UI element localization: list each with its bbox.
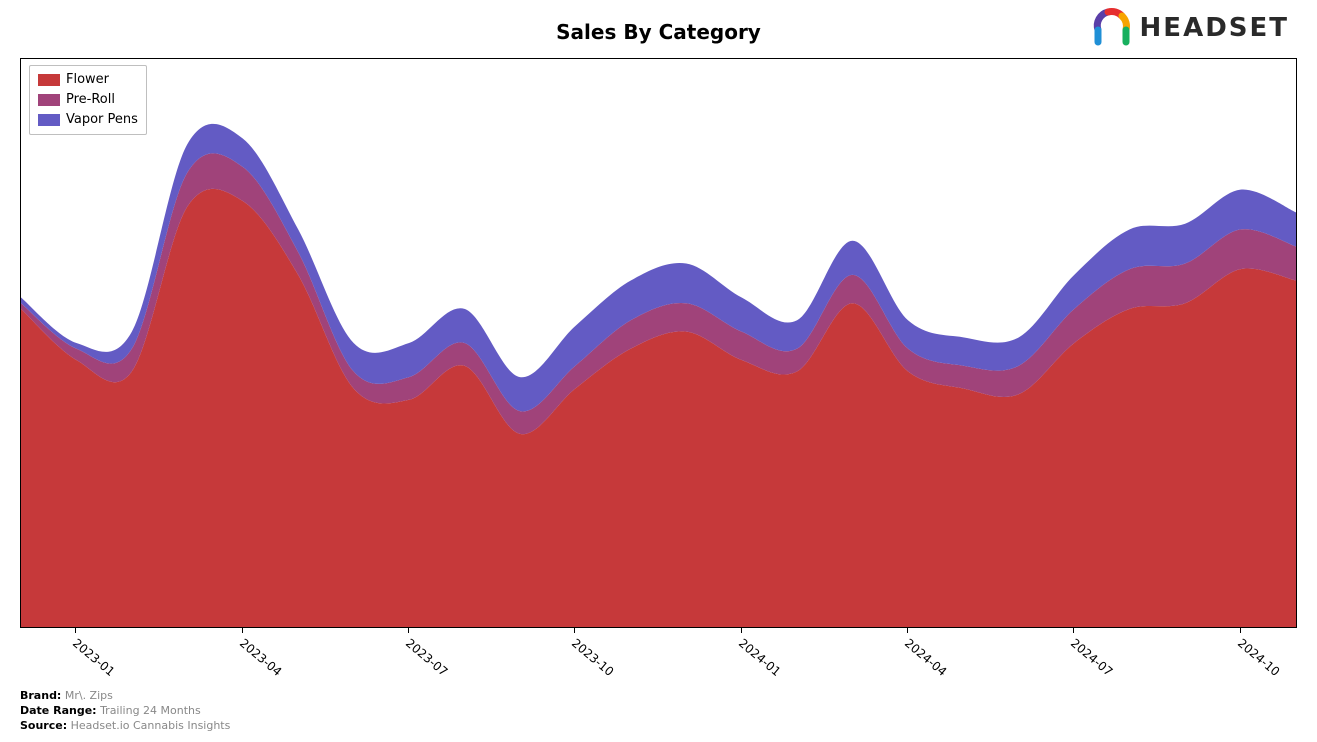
legend-label: Vapor Pens: [66, 110, 138, 130]
xtick-label: 2024-04: [902, 636, 949, 679]
footer-source-value: Headset.io Cannabis Insights: [71, 719, 231, 732]
xtick-label: 2023-07: [403, 636, 450, 679]
plot-area: FlowerPre-RollVapor Pens: [20, 58, 1297, 628]
footer-brand-label: Brand:: [20, 689, 61, 702]
chart-footer: Brand: Mr\. Zips Date Range: Trailing 24…: [20, 688, 230, 733]
footer-brand-value: Mr\. Zips: [65, 689, 113, 702]
headset-logo-icon: [1092, 6, 1132, 50]
xtick-label: 2024-10: [1235, 636, 1282, 679]
footer-source-label: Source:: [20, 719, 67, 732]
x-axis: 2023-01 2023-04 2023-07 2023-10 2024-01 2024-…: [20, 628, 1297, 678]
footer-date-range-value: Trailing 24 Months: [100, 704, 201, 717]
xtick-label: 2023-04: [237, 636, 284, 679]
xtick-mark: [741, 628, 742, 633]
legend-item-vapor-pens: Vapor Pens: [38, 110, 138, 130]
legend-swatch: [38, 114, 60, 126]
xtick-mark: [75, 628, 76, 633]
footer-brand: Brand: Mr\. Zips: [20, 688, 230, 703]
legend-swatch: [38, 94, 60, 106]
legend-item-pre-roll: Pre-Roll: [38, 90, 138, 110]
brand-logo-text: HEADSET: [1140, 13, 1289, 43]
footer-date-range: Date Range: Trailing 24 Months: [20, 703, 230, 718]
xtick-mark: [1240, 628, 1241, 633]
footer-date-range-label: Date Range:: [20, 704, 97, 717]
xtick-label: 2023-01: [70, 636, 117, 679]
legend-swatch: [38, 74, 60, 86]
stacked-area-svg: [21, 59, 1296, 627]
xtick-label: 2023-10: [569, 636, 616, 679]
xtick-label: 2024-07: [1068, 636, 1115, 679]
brand-logo: HEADSET: [1092, 6, 1289, 50]
legend-item-flower: Flower: [38, 70, 138, 90]
legend: FlowerPre-RollVapor Pens: [29, 65, 147, 135]
legend-label: Pre-Roll: [66, 90, 115, 110]
xtick-label: 2024-01: [736, 636, 783, 679]
xtick-mark: [574, 628, 575, 633]
xtick-mark: [907, 628, 908, 633]
xtick-mark: [242, 628, 243, 633]
legend-label: Flower: [66, 70, 109, 90]
xtick-mark: [1073, 628, 1074, 633]
xtick-mark: [408, 628, 409, 633]
footer-source: Source: Headset.io Cannabis Insights: [20, 718, 230, 733]
